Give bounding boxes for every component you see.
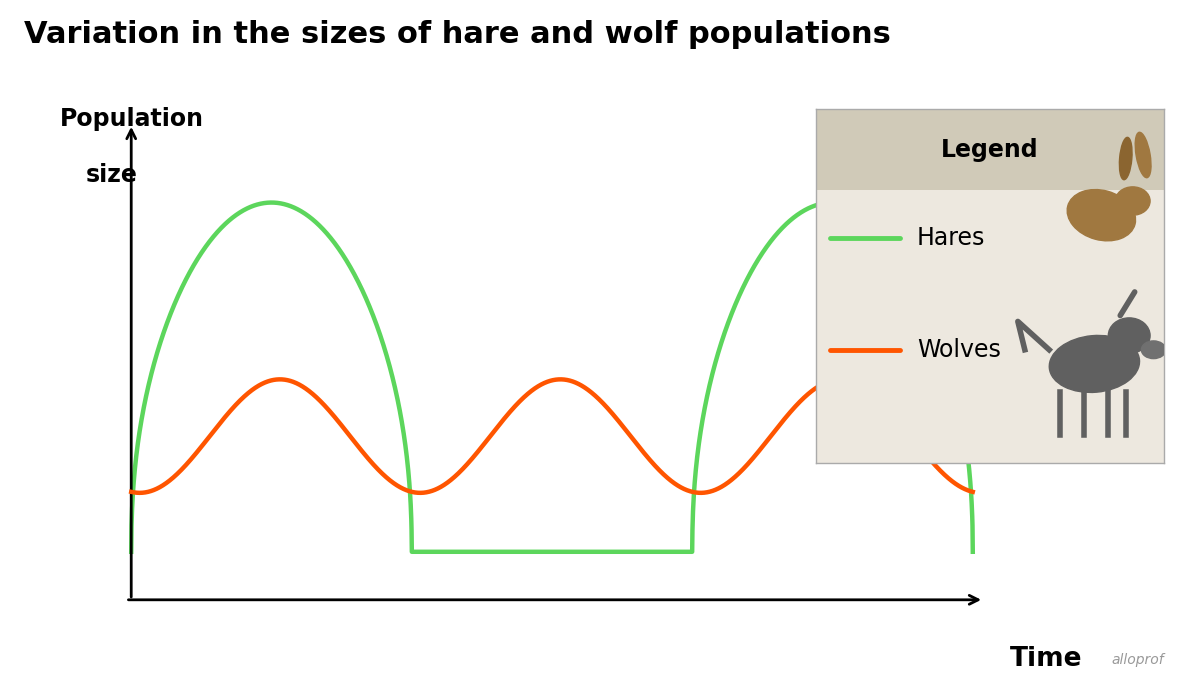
Text: Legend: Legend — [941, 138, 1039, 161]
Ellipse shape — [1115, 187, 1150, 215]
Text: Time: Time — [1010, 646, 1082, 672]
Text: alloprof: alloprof — [1111, 653, 1164, 667]
Ellipse shape — [1120, 138, 1132, 180]
Text: Wolves: Wolves — [917, 338, 1001, 362]
Ellipse shape — [1135, 132, 1151, 178]
Ellipse shape — [1049, 336, 1140, 392]
Ellipse shape — [1067, 189, 1135, 241]
Text: size: size — [85, 163, 137, 187]
Text: Population: Population — [60, 108, 204, 131]
Text: Variation in the sizes of hare and wolf populations: Variation in the sizes of hare and wolf … — [24, 20, 890, 50]
Text: Hares: Hares — [917, 226, 985, 250]
Ellipse shape — [1109, 318, 1150, 353]
FancyArrowPatch shape — [1121, 292, 1135, 315]
FancyBboxPatch shape — [816, 109, 1164, 191]
Ellipse shape — [1141, 341, 1165, 359]
